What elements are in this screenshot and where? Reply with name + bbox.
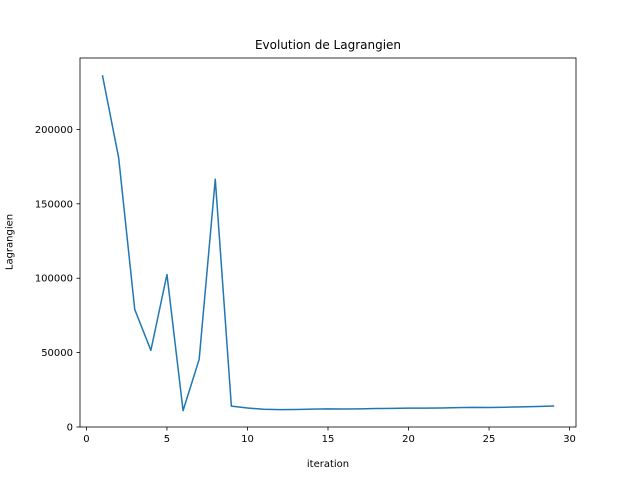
y-tick-label: 0 [67, 423, 73, 434]
plot-area [80, 58, 576, 427]
x-tick-label: 0 [83, 434, 89, 445]
y-axis-ticks: 0 50000 100000 150000 200000 [35, 125, 80, 434]
x-axis-ticks: 0 5 10 15 20 25 30 [83, 427, 576, 445]
y-axis-label: Lagrangien [5, 214, 16, 270]
series-line-0 [101, 74, 555, 412]
y-tick-label: 50000 [41, 348, 73, 359]
y-tick-label: 150000 [35, 199, 73, 210]
chart-title: Evolution de Lagrangien [255, 38, 401, 52]
series-layer [101, 74, 555, 412]
x-tick-label: 15 [322, 434, 335, 445]
x-tick-label: 5 [164, 434, 170, 445]
x-tick-label: 25 [483, 434, 496, 445]
x-tick-label: 30 [563, 434, 576, 445]
x-tick-label: 10 [241, 434, 254, 445]
x-axis-label: iteration [307, 459, 349, 470]
y-tick-label: 100000 [35, 274, 73, 285]
x-tick-label: 20 [402, 434, 415, 445]
y-tick-label: 200000 [35, 125, 73, 136]
